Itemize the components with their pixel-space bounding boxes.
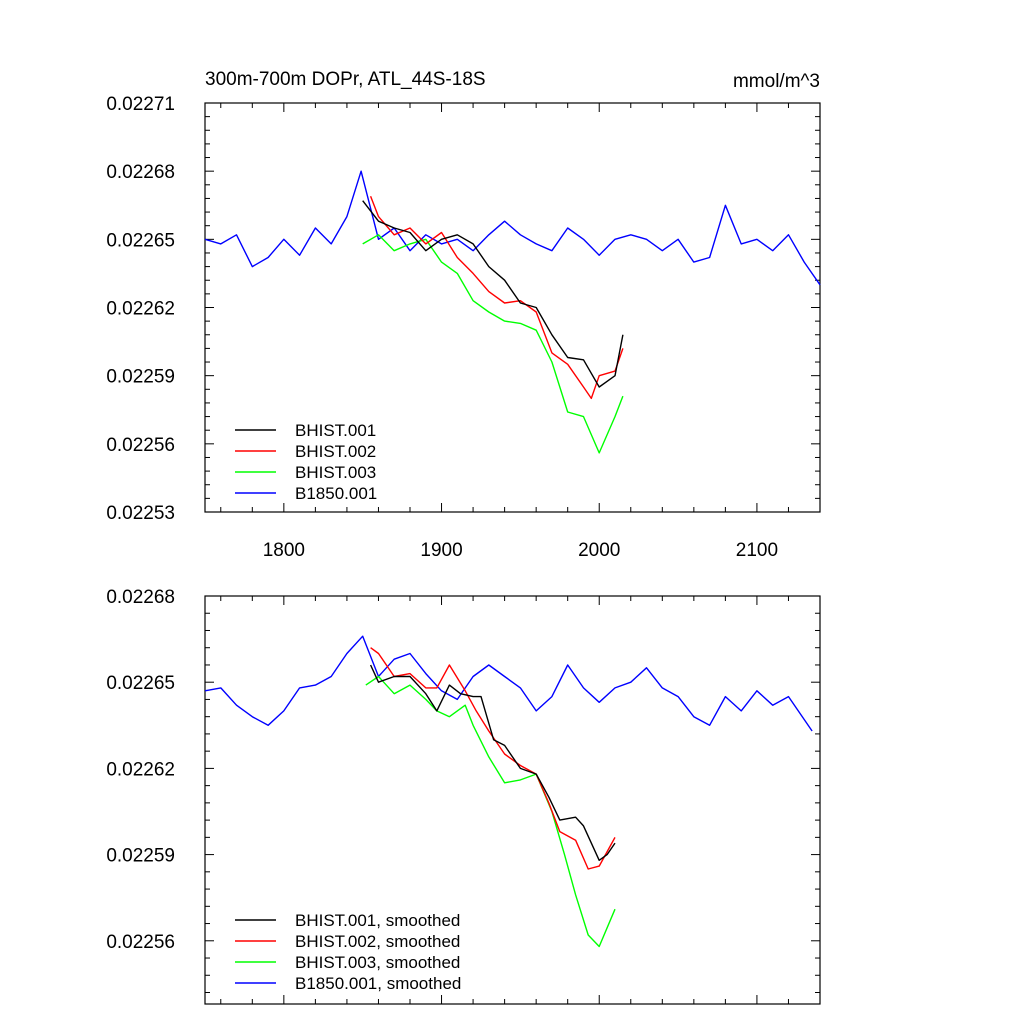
y-tick-label: 0.02271 (106, 94, 175, 115)
y-tick-label: 0.02268 (106, 162, 175, 183)
x-tick-label: 2100 (736, 540, 778, 561)
y-tick-label: 0.02268 (106, 587, 175, 608)
legend-label: B1850.001, smoothed (295, 974, 461, 993)
x-tick-label: 2000 (578, 540, 620, 561)
top-panel-units: mmol/m^3 (733, 71, 820, 92)
bottom-plot-frame (204, 595, 821, 1005)
y-tick-label: 0.02265 (106, 230, 175, 251)
top-series-group (204, 170, 821, 454)
y-tick-label: 0.02265 (106, 673, 175, 694)
series-line-b1850-001-smoothed (204, 635, 813, 732)
top-axes-ticks: 1800 1900 2000 2100 0.02253 0.02256 0.02259 0.0… (106, 94, 821, 561)
bottom-panel: 0.02256 0.02259 0.02262 0.02265 0.02268 BHIS… (106, 587, 821, 1005)
top-legend: BHIST.001 BHIST.002 BHIST.003 B1850.001 (235, 421, 377, 503)
bottom-legend: BHIST.001, smoothed BHIST.002, smoothed BH… (235, 911, 461, 993)
bottom-series-group (204, 635, 813, 948)
legend-label: BHIST.001, smoothed (295, 911, 460, 930)
series-line-bhist-001-smoothed (369, 664, 616, 861)
y-tick-label: 0.02262 (106, 299, 175, 320)
series-line-bhist-002-smoothed (370, 647, 616, 870)
y-tick-label: 0.02262 (106, 759, 175, 780)
y-tick-label: 0.02256 (106, 435, 175, 456)
x-tick-label: 1900 (420, 540, 462, 561)
y-tick-label: 0.02259 (106, 846, 175, 867)
series-line-bhist-003-smoothed (365, 675, 616, 948)
top-panel: 300m-700m DOPr, ATL_44S-18S mmol/m^3 180… (106, 69, 821, 561)
series-line-bhist-001 (362, 200, 624, 388)
legend-label: BHIST.001 (295, 421, 376, 440)
legend-label: BHIST.002 (295, 442, 376, 461)
legend-label: B1850.001 (295, 484, 377, 503)
x-tick-label: 1800 (263, 540, 305, 561)
series-line-bhist-003 (362, 234, 624, 454)
top-panel-title: 300m-700m DOPr, ATL_44S-18S (205, 69, 486, 90)
legend-label: BHIST.002, smoothed (295, 932, 460, 951)
y-tick-label: 0.02256 (106, 932, 175, 953)
bottom-axes-ticks: 0.02256 0.02259 0.02262 0.02265 0.02268 (106, 587, 821, 1004)
legend-label: BHIST.003, smoothed (295, 953, 460, 972)
legend-label: BHIST.003 (295, 463, 376, 482)
y-tick-label: 0.02253 (106, 503, 175, 524)
series-line-b1850-001 (204, 170, 821, 286)
series-line-bhist-002 (369, 195, 624, 400)
y-tick-label: 0.02259 (106, 367, 175, 388)
